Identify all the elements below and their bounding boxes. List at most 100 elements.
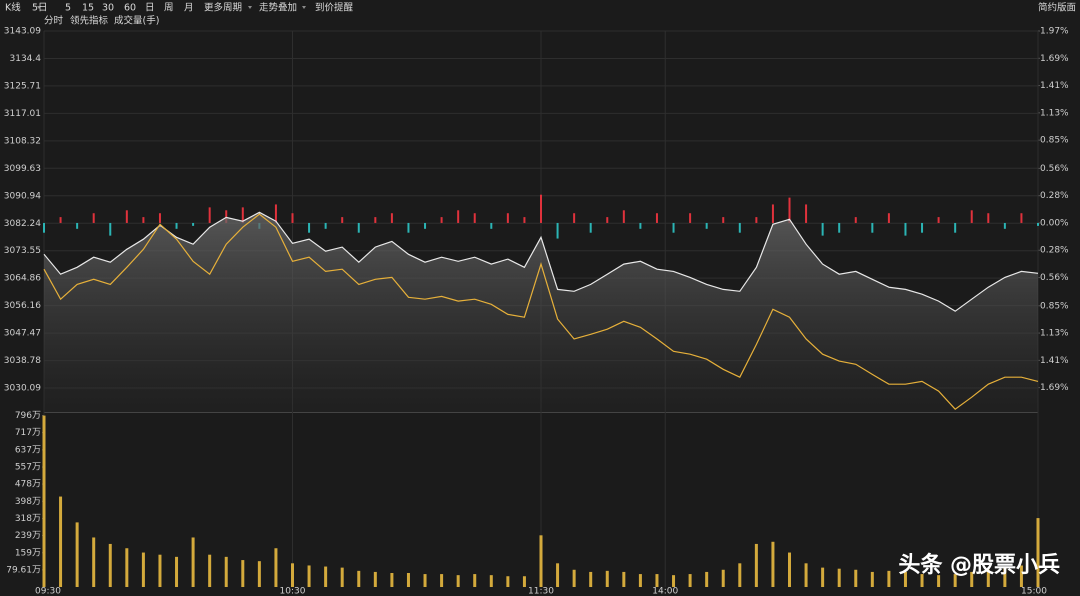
toolbar-item[interactable]: 60 — [124, 3, 136, 14]
indicator-bar — [788, 197, 791, 223]
indicator-bar — [1037, 222, 1039, 226]
indicator-bar — [589, 222, 592, 233]
indicator-bar — [109, 222, 112, 236]
volume-bar — [141, 552, 145, 587]
indicator-bar — [871, 222, 874, 233]
toolbar-item[interactable]: 30 — [102, 3, 114, 14]
volume-bar — [638, 574, 642, 587]
indicator-bar — [142, 217, 145, 223]
line — [43, 213, 1039, 411]
y2-tick-label: 0.00% — [1040, 218, 1069, 228]
watermark: 头条 @股票小兵 — [898, 552, 1060, 578]
indicator-bar — [556, 222, 559, 239]
toolbar-item[interactable]: 到价提醒 — [315, 2, 354, 14]
area — [44, 212, 1038, 412]
indicator-bar — [771, 204, 774, 223]
toolbar-item[interactable]: 周 — [164, 3, 174, 14]
y-tick-label: 3030.09 — [4, 384, 41, 394]
volume-bar — [241, 560, 245, 587]
indicator-bar — [506, 213, 509, 223]
toolbar-item[interactable]: 更多周期 — [204, 2, 242, 14]
toolbar-item[interactable]: 月 — [184, 3, 194, 14]
toolbar-item[interactable]: K线 — [5, 2, 21, 14]
volume-bar — [688, 574, 692, 587]
x-tick-label: 11:30 — [528, 587, 554, 596]
volume-bar — [721, 569, 725, 587]
toolbar-item[interactable]: 日 — [145, 3, 155, 14]
volume-bar — [837, 568, 841, 587]
y-tick-label: 3117.01 — [4, 109, 41, 119]
y2-tick-label: 0.85% — [1040, 301, 1069, 311]
volume-tick-label: 398万 — [15, 497, 41, 507]
indicator-bar — [573, 213, 576, 223]
indicator-bar — [291, 213, 294, 223]
indicator-bar — [308, 222, 311, 233]
indicator-bar — [738, 222, 741, 233]
toolbar-item[interactable]: 5日 — [32, 3, 48, 14]
volume-bar — [970, 571, 974, 587]
volume-bar — [440, 574, 444, 587]
indicator-bar — [921, 222, 924, 233]
volume-tick-label: 478万 — [15, 480, 41, 490]
indicator-bar — [208, 207, 211, 223]
volume-bar — [986, 569, 990, 587]
volume-bar — [59, 496, 63, 587]
indicator-bar — [722, 217, 725, 223]
indicator-bar — [374, 217, 377, 223]
volume-bar — [754, 543, 758, 587]
volume-bar — [175, 556, 179, 587]
indicator-bar — [424, 222, 427, 229]
y2-tick-label: 0.56% — [1040, 273, 1069, 283]
volume-bar — [42, 415, 46, 587]
volume-bar — [903, 571, 907, 587]
indicator-bar — [970, 210, 973, 223]
toolbar-item[interactable]: 15 — [82, 3, 94, 14]
volume-tick-label: 318万 — [15, 514, 41, 524]
indicator-bar — [705, 222, 708, 229]
volume-bar — [307, 565, 311, 587]
volume-tick-label: 79.61万 — [6, 565, 41, 575]
volume-bar — [572, 569, 576, 587]
indicator-bar — [43, 222, 45, 233]
y-tick-label: 3038.78 — [4, 356, 41, 366]
indicator-bar — [324, 222, 327, 229]
volume-bar — [589, 571, 593, 587]
indicator-bar — [92, 213, 95, 223]
volume-bar — [804, 563, 808, 587]
volume-bar — [224, 556, 228, 587]
indicator-bar — [639, 222, 642, 229]
toolbar-right[interactable]: 简约版面 — [1038, 2, 1076, 14]
indicator-bar — [457, 210, 460, 223]
indicator-bar — [473, 213, 476, 223]
y-tick-label: 3064.86 — [4, 274, 41, 284]
y-tick-label: 3143.09 — [4, 27, 41, 37]
volume-bar — [208, 554, 212, 587]
indicator-bar — [838, 222, 841, 233]
indicator-bar — [689, 213, 692, 223]
volume-bar — [191, 537, 195, 587]
indicator-bar — [954, 222, 957, 233]
volume-bar — [423, 574, 427, 587]
x-tick-label: 14:00 — [652, 587, 678, 596]
volume-bar — [854, 569, 858, 587]
y2-tick-label: 0.85% — [1040, 136, 1069, 146]
volume-bar — [489, 575, 493, 587]
x-tick-label: 15:00 — [1021, 587, 1047, 596]
y-tick-label: 3056.16 — [4, 301, 41, 311]
volume-bar — [257, 561, 261, 587]
y-tick-label: 3082.24 — [4, 219, 41, 229]
volume-bar — [291, 563, 294, 587]
volume-bar — [506, 576, 510, 587]
volume-bar — [357, 570, 361, 587]
volume-bar — [705, 571, 709, 587]
toolbar-item[interactable]: 5 — [65, 3, 71, 14]
indicator-bar — [904, 222, 907, 236]
toolbar-item[interactable]: 走势叠加 — [259, 2, 297, 14]
volume-tick-label: 637万 — [15, 445, 41, 455]
volume-bar — [655, 574, 659, 587]
indicator-bar — [357, 222, 360, 233]
legend-entry: 分时 — [44, 15, 64, 27]
y2-tick-label: 0.28% — [1040, 246, 1069, 256]
